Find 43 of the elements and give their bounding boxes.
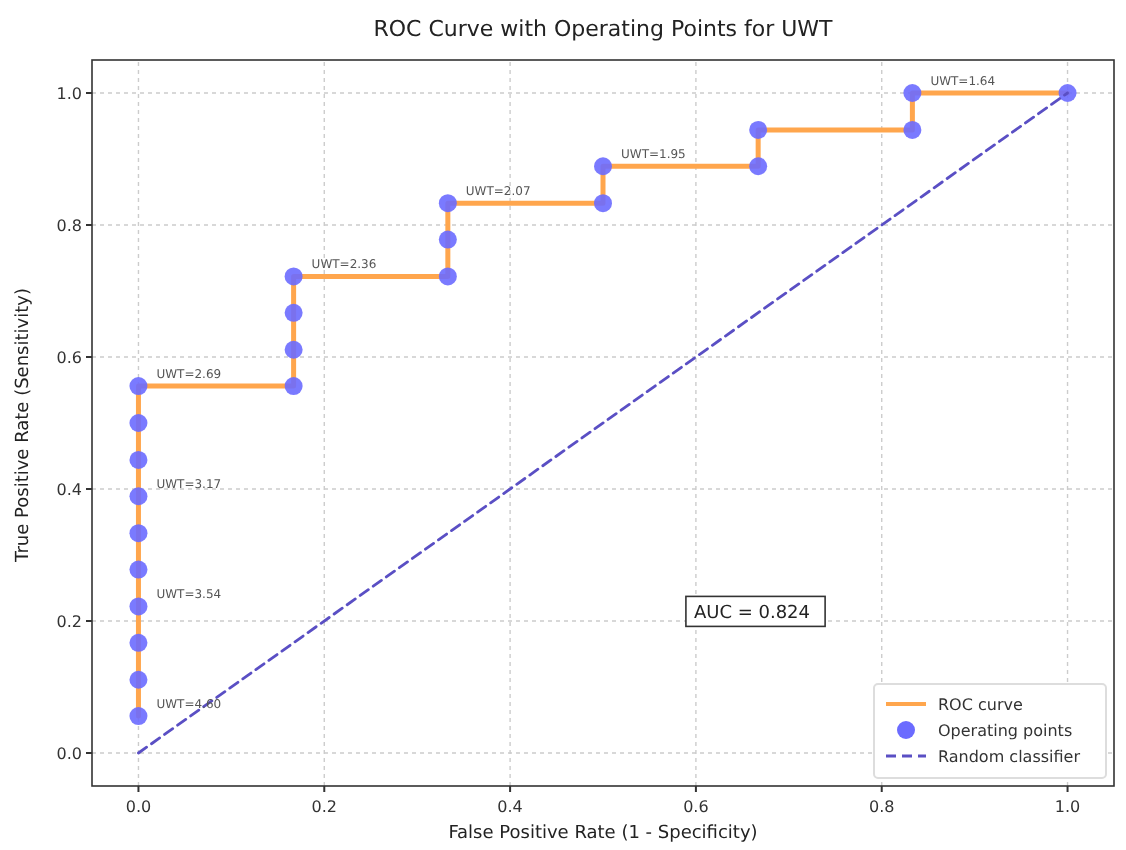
legend-label: Operating points <box>938 722 1073 740</box>
point <box>129 633 148 652</box>
y-tick-label: 0.6 <box>56 349 82 367</box>
x-tick-label: 0.8 <box>868 798 895 816</box>
point <box>438 230 457 249</box>
point <box>129 377 148 396</box>
point <box>903 120 922 139</box>
point <box>749 120 768 139</box>
x-tick-label: 0.4 <box>497 798 523 816</box>
point <box>438 267 457 286</box>
point <box>129 487 148 506</box>
point <box>903 84 922 102</box>
x-tick-label: 0.6 <box>683 798 709 816</box>
x-tick-label: 0.2 <box>311 798 338 816</box>
point <box>284 377 303 396</box>
point <box>284 267 303 286</box>
point <box>1058 84 1077 102</box>
point <box>129 560 148 579</box>
y-tick-label: 0.2 <box>56 613 82 631</box>
legend-label: Random classifier <box>938 748 1082 766</box>
y-tick-label: 0.4 <box>56 481 82 499</box>
point <box>284 303 303 322</box>
point <box>594 194 612 213</box>
x-axis-title: False Positive Rate (1 - Specificity) <box>448 824 758 844</box>
x-tick-label: 0.0 <box>125 798 152 816</box>
legend-label: ROC curve <box>938 696 1023 714</box>
annotation: AUC = 0.824 <box>693 604 811 625</box>
point <box>594 157 612 176</box>
point <box>749 157 768 176</box>
y-tick-label: 0.0 <box>56 745 82 763</box>
y-tick-label: 1.0 <box>56 85 82 103</box>
point <box>129 524 148 543</box>
point <box>129 597 148 616</box>
point <box>129 414 148 432</box>
y-tick-label: 0.8 <box>56 217 82 235</box>
point <box>284 340 303 359</box>
y-axis-title: True Positive Rate (Sensitivity) <box>14 288 34 564</box>
point <box>438 194 457 213</box>
point <box>129 450 148 469</box>
point <box>129 670 148 689</box>
point <box>129 707 148 726</box>
x-tick-label: 1.0 <box>1054 798 1081 816</box>
chart-title: ROC Curve with Operating Points for UWT <box>373 16 834 42</box>
